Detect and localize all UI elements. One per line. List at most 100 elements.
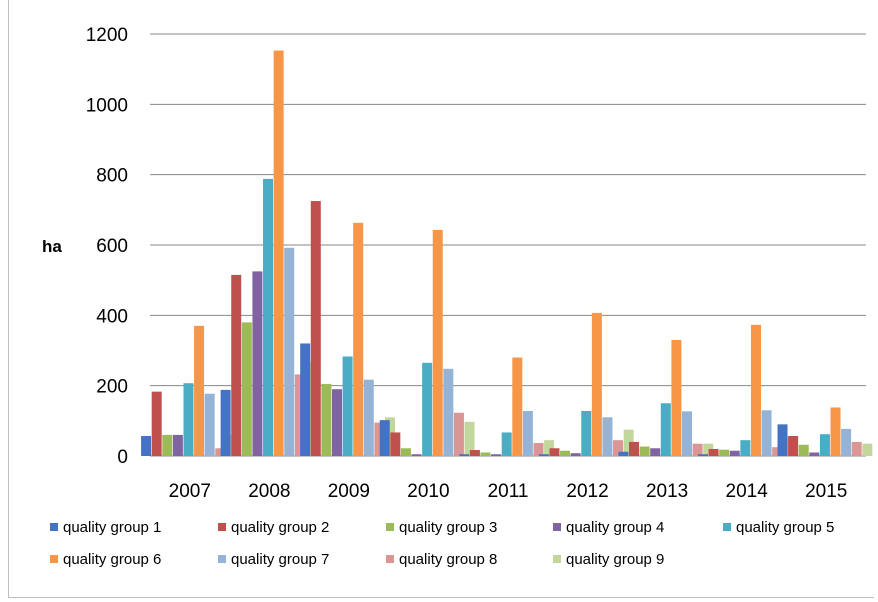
legend-label: quality group 8 (399, 551, 497, 568)
bar-quality-group-5-2012 (581, 410, 592, 456)
legend-swatch (723, 523, 731, 531)
bar-quality-group-7-2007 (204, 393, 215, 456)
legend-label: quality group 4 (566, 519, 664, 536)
legend-label: quality group 6 (63, 551, 161, 568)
bar-quality-group-9-2010 (464, 421, 475, 456)
x-tick-label: 2015 (805, 481, 847, 502)
legend-item: quality group 3 (386, 519, 497, 536)
legend-label: quality group 3 (399, 519, 497, 536)
bar-quality-group-3-2007 (162, 434, 173, 456)
bar-quality-group-4-2008 (252, 271, 263, 457)
legend-item: quality group 4 (553, 519, 664, 536)
bar-quality-group-2-2012 (549, 448, 560, 456)
bar-quality-group-8-2011 (533, 442, 544, 456)
legend-swatch (553, 523, 561, 531)
legend-swatch (386, 555, 394, 563)
x-tick-label: 2014 (726, 481, 769, 502)
bar-quality-group-6-2010 (432, 229, 443, 456)
legend-item: quality group 2 (218, 519, 329, 536)
chart-frame (8, 0, 874, 598)
legend-item: quality group 5 (723, 519, 834, 536)
bar-quality-group-7-2015 (841, 428, 852, 456)
x-axis-ticks: 2007 2008 2009 2010 2011 2012 2013 2014 2015 (169, 481, 848, 502)
bar-quality-group-1-2008 (220, 389, 231, 456)
bar-quality-group-4-2013 (650, 448, 661, 456)
bar-quality-group-9-2007 (225, 434, 236, 456)
bar-quality-group-4-2014 (729, 450, 740, 456)
legend-swatch (218, 555, 226, 563)
bar-quality-group-5-2009 (342, 356, 353, 456)
x-tick-label: 2010 (407, 481, 449, 502)
bar-quality-group-9-2014 (782, 437, 793, 456)
x-tick-label: 2007 (169, 481, 211, 502)
y-tick-label: 1000 (86, 95, 128, 116)
bar-quality-group-1-2009 (300, 343, 311, 456)
bar-quality-group-4-2012 (570, 453, 581, 456)
bar-quality-group-6-2008 (273, 50, 284, 456)
bar-quality-group-4-2007 (172, 434, 183, 456)
bar-quality-group-9-2011 (544, 440, 555, 456)
bar-quality-group-9-2012 (623, 429, 634, 457)
bar-quality-group-7-2009 (363, 379, 374, 456)
bar-quality-group-2-2014 (708, 448, 719, 456)
bar-quality-group-7-2010 (443, 368, 454, 456)
bar-quality-group-8-2013 (692, 443, 703, 456)
bar-quality-group-6-2015 (830, 407, 841, 456)
bar-quality-group-7-2011 (522, 410, 533, 456)
bar-quality-group-6-2009 (353, 222, 364, 456)
bar-quality-group-2-2008 (231, 274, 242, 456)
legend-item: quality group 1 (50, 519, 161, 536)
bar-quality-group-4-2009 (331, 389, 342, 456)
legend-item: quality group 7 (218, 551, 329, 568)
legend-label: quality group 5 (736, 519, 834, 536)
bar-quality-group-9-2008 (305, 361, 316, 456)
bar-quality-group-1-2015 (777, 424, 788, 456)
bar-quality-group-5-2008 (263, 178, 274, 456)
bar-quality-group-1-2007 (141, 435, 152, 456)
bar-quality-group-1-2013 (618, 451, 629, 456)
bar-quality-group-8-2012 (613, 440, 624, 456)
x-tick-label: 2013 (646, 481, 688, 502)
bar-quality-group-7-2013 (682, 411, 693, 456)
y-axis-ticks: 0 200 400 600 800 1000 1200 (86, 25, 128, 468)
y-tick-label: 0 (117, 447, 128, 468)
bar-quality-group-2-2009 (310, 201, 321, 456)
y-tick-label: 200 (96, 377, 128, 398)
legend-item: quality group 6 (50, 551, 161, 568)
legend-label: quality group 7 (231, 551, 329, 568)
bar-quality-group-8-2008 (294, 374, 305, 456)
x-tick-label: 2008 (248, 481, 290, 502)
bar-quality-group-1-2010 (379, 420, 390, 456)
legend-swatch (50, 523, 58, 531)
gridlines (150, 33, 866, 457)
bar-quality-group-6-2013 (671, 339, 682, 456)
bar-quality-group-2-2013 (629, 441, 640, 456)
bar-quality-group-1-2011 (459, 454, 470, 456)
y-tick-label: 800 (96, 166, 128, 187)
bar-quality-group-5-2010 (422, 362, 433, 456)
bar-quality-group-4-2011 (491, 454, 502, 456)
y-axis-label: ha (42, 237, 62, 256)
bar-quality-group-9-2009 (384, 417, 395, 456)
x-tick-label: 2009 (328, 481, 370, 502)
bar-quality-group-1-2012 (538, 454, 549, 456)
bar-quality-group-3-2013 (639, 446, 650, 456)
bar-quality-group-8-2007 (215, 448, 226, 456)
bar-quality-group-3-2010 (400, 448, 411, 456)
legend-label: quality group 9 (566, 551, 664, 568)
bar-quality-group-9-2013 (703, 443, 714, 456)
legend-swatch (218, 523, 226, 531)
bar-quality-group-3-2012 (560, 450, 571, 456)
y-tick-label: 1200 (86, 25, 128, 46)
bar-quality-group-4-2010 (411, 454, 422, 456)
y-tick-label: 400 (96, 306, 128, 327)
bar-quality-group-2-2015 (788, 435, 799, 456)
legend-label: quality group 2 (231, 519, 329, 536)
bar-quality-group-7-2012 (602, 417, 613, 456)
bar-quality-group-3-2011 (480, 452, 491, 456)
bar-quality-group-6-2012 (591, 312, 602, 456)
bar-quality-group-8-2010 (453, 412, 464, 456)
bar-quality-group-5-2014 (740, 440, 751, 456)
bar-quality-group-8-2014 (772, 447, 783, 456)
legend: quality group 1 quality group 2 quality gr… (50, 519, 834, 568)
